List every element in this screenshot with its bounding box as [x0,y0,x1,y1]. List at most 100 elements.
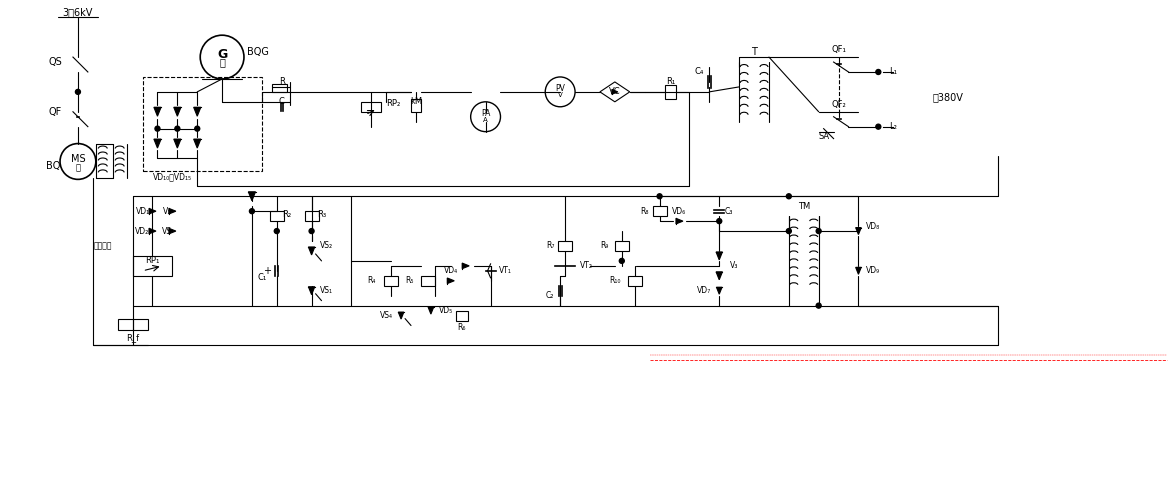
Polygon shape [447,278,454,283]
Text: ～: ～ [75,163,81,172]
Bar [384,276,398,286]
Text: R_f: R_f [126,333,140,342]
Text: R₆: R₆ [458,323,466,332]
Text: MS: MS [70,155,86,164]
Bar [653,206,667,216]
Polygon shape [174,139,181,148]
Text: VS₁: VS₁ [321,286,333,295]
Bar [664,85,676,99]
Circle shape [657,194,662,199]
Circle shape [60,143,96,179]
Polygon shape [716,272,722,280]
Text: C₁: C₁ [257,273,266,282]
Bar [142,77,262,172]
Bar [421,276,434,286]
Text: R₂: R₂ [282,209,291,219]
Text: VD₉: VD₉ [866,266,880,276]
Text: VT₂: VT₂ [580,261,593,270]
Text: SA: SA [818,132,829,141]
Bar [456,311,467,321]
Polygon shape [716,287,722,294]
Text: PV: PV [555,85,565,93]
Bar [362,102,382,112]
Text: R₇: R₇ [546,242,554,250]
Text: R₃: R₃ [317,209,326,219]
Circle shape [275,228,279,234]
Polygon shape [309,287,315,295]
Text: BQG: BQG [247,47,269,57]
Text: L₁: L₁ [889,68,897,76]
Circle shape [471,102,500,132]
Circle shape [175,126,180,131]
Polygon shape [398,312,404,319]
Text: PA: PA [481,109,491,118]
Polygon shape [149,208,156,214]
Text: R₈: R₈ [641,207,649,216]
Text: VD₈: VD₈ [866,222,880,230]
Text: VS₂: VS₂ [321,242,333,250]
Bar [272,84,286,92]
Text: RP₁: RP₁ [146,257,160,265]
Text: A: A [484,117,488,122]
Circle shape [876,69,880,74]
Text: V₁: V₁ [163,207,171,216]
Text: R₅: R₅ [405,276,413,285]
Text: VD₁: VD₁ [135,207,149,216]
Polygon shape [676,218,683,224]
Bar [558,241,572,251]
Text: R₄: R₄ [367,276,376,285]
Text: V: V [558,92,562,98]
Polygon shape [169,228,176,234]
Bar [304,211,318,221]
Circle shape [195,126,200,131]
Polygon shape [716,252,722,260]
Circle shape [249,208,255,214]
Circle shape [816,228,821,234]
Text: VD₅: VD₅ [439,306,453,315]
Polygon shape [463,263,470,269]
Text: R₁₀: R₁₀ [609,276,621,285]
Text: VC: VC [609,87,621,96]
Polygon shape [149,228,156,234]
Text: G: G [217,48,228,61]
Text: L₂: L₂ [889,122,897,131]
Polygon shape [169,208,176,214]
Circle shape [876,124,880,129]
Circle shape [309,228,315,234]
Text: 灭磁环节: 灭磁环节 [94,242,112,250]
Polygon shape [154,139,161,148]
Text: QF: QF [48,107,61,117]
Text: BQ: BQ [46,161,60,172]
Polygon shape [309,247,315,255]
Polygon shape [429,307,433,314]
Text: R: R [278,77,284,87]
Text: VS₄: VS₄ [379,311,392,320]
Text: C: C [278,97,284,106]
Polygon shape [194,107,201,116]
Polygon shape [856,267,862,274]
Circle shape [816,303,821,308]
Text: VS: VS [162,226,173,236]
Text: 3～6kV: 3～6kV [62,7,93,17]
Text: QF₂: QF₂ [831,100,846,109]
Text: VD₆: VD₆ [673,207,687,216]
Polygon shape [600,82,629,102]
Text: VD₂: VD₂ [135,226,149,236]
Polygon shape [174,107,181,116]
Text: R₁: R₁ [666,77,675,87]
Text: VT₁: VT₁ [499,266,512,276]
Text: +: + [263,266,271,276]
Circle shape [155,126,160,131]
Text: TM: TM [797,202,810,211]
Text: C₃: C₃ [726,207,734,216]
Text: kM: kM [410,97,421,106]
Bar [615,241,629,251]
Circle shape [620,259,625,263]
Circle shape [75,89,80,94]
Text: QF₁: QF₁ [831,45,846,53]
Text: C₂: C₂ [546,291,554,300]
Text: ～: ～ [220,57,225,67]
Bar [133,256,173,276]
Text: V₃: V₃ [730,261,738,270]
Polygon shape [612,89,618,94]
